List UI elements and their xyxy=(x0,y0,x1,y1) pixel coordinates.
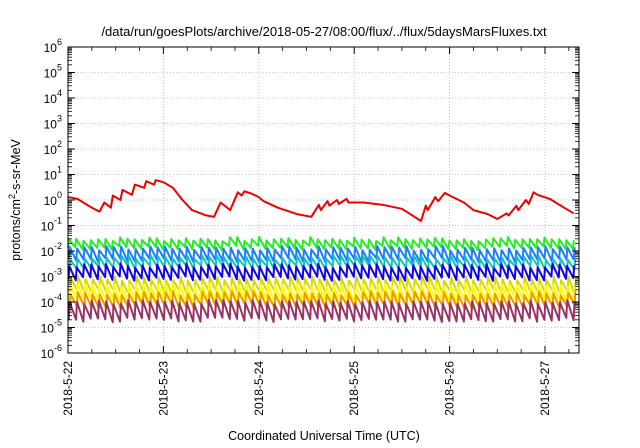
series-line-6 xyxy=(68,282,576,305)
x-tick-label: 2018-5-27 xyxy=(538,361,552,416)
y-tick-label: 10-5 xyxy=(41,318,62,336)
y-tick-label: 10-4 xyxy=(41,292,62,310)
series-line-0 xyxy=(67,179,575,222)
y-axis-ticks: 10-6 10-5 10-4 10-3 10-2 10-1 100 101 102 103 104 1… xyxy=(41,37,579,361)
x-tick-label: 2018-5-25 xyxy=(347,361,361,416)
x-axis-label: Coordinated Universal Time (UTC) xyxy=(228,429,420,443)
x-tick-label: 2018-5-22 xyxy=(61,361,75,416)
x-tick-label: 2018-5-23 xyxy=(156,361,170,416)
y-tick-label: 100 xyxy=(44,190,62,208)
x-tick-label: 2018-5-24 xyxy=(252,361,266,416)
chart-title: /data/run/goesPlots/archive/2018-05-27/0… xyxy=(101,24,547,39)
series-line-2 xyxy=(68,245,576,264)
y-tick-label: 102 xyxy=(44,139,62,157)
y-tick-label: 10-1 xyxy=(41,216,62,234)
y-tick-label: 10-2 xyxy=(41,241,62,259)
x-axis-ticks: 2018-5-22 2018-5-23 2018-5-24 2018-5-25 2018… xyxy=(61,47,570,416)
x-tick-label: 2018-5-26 xyxy=(443,361,457,416)
y-tick-label: 106 xyxy=(44,37,62,55)
y-tick-label: 103 xyxy=(44,114,62,132)
y-tick-label: 104 xyxy=(44,88,62,106)
y-tick-label: 105 xyxy=(44,63,62,81)
y-tick-label: 101 xyxy=(44,165,62,183)
y-axis-label: protons/cm2-s-sr-MeV xyxy=(7,138,23,260)
y-tick-label: 10-6 xyxy=(41,343,62,361)
y-tick-label: 10-3 xyxy=(41,267,62,285)
data-series xyxy=(67,179,577,324)
series-line-1 xyxy=(67,236,575,251)
series-line-3 xyxy=(68,254,577,272)
series-line-8 xyxy=(67,298,576,324)
series-line-4 xyxy=(67,262,576,282)
